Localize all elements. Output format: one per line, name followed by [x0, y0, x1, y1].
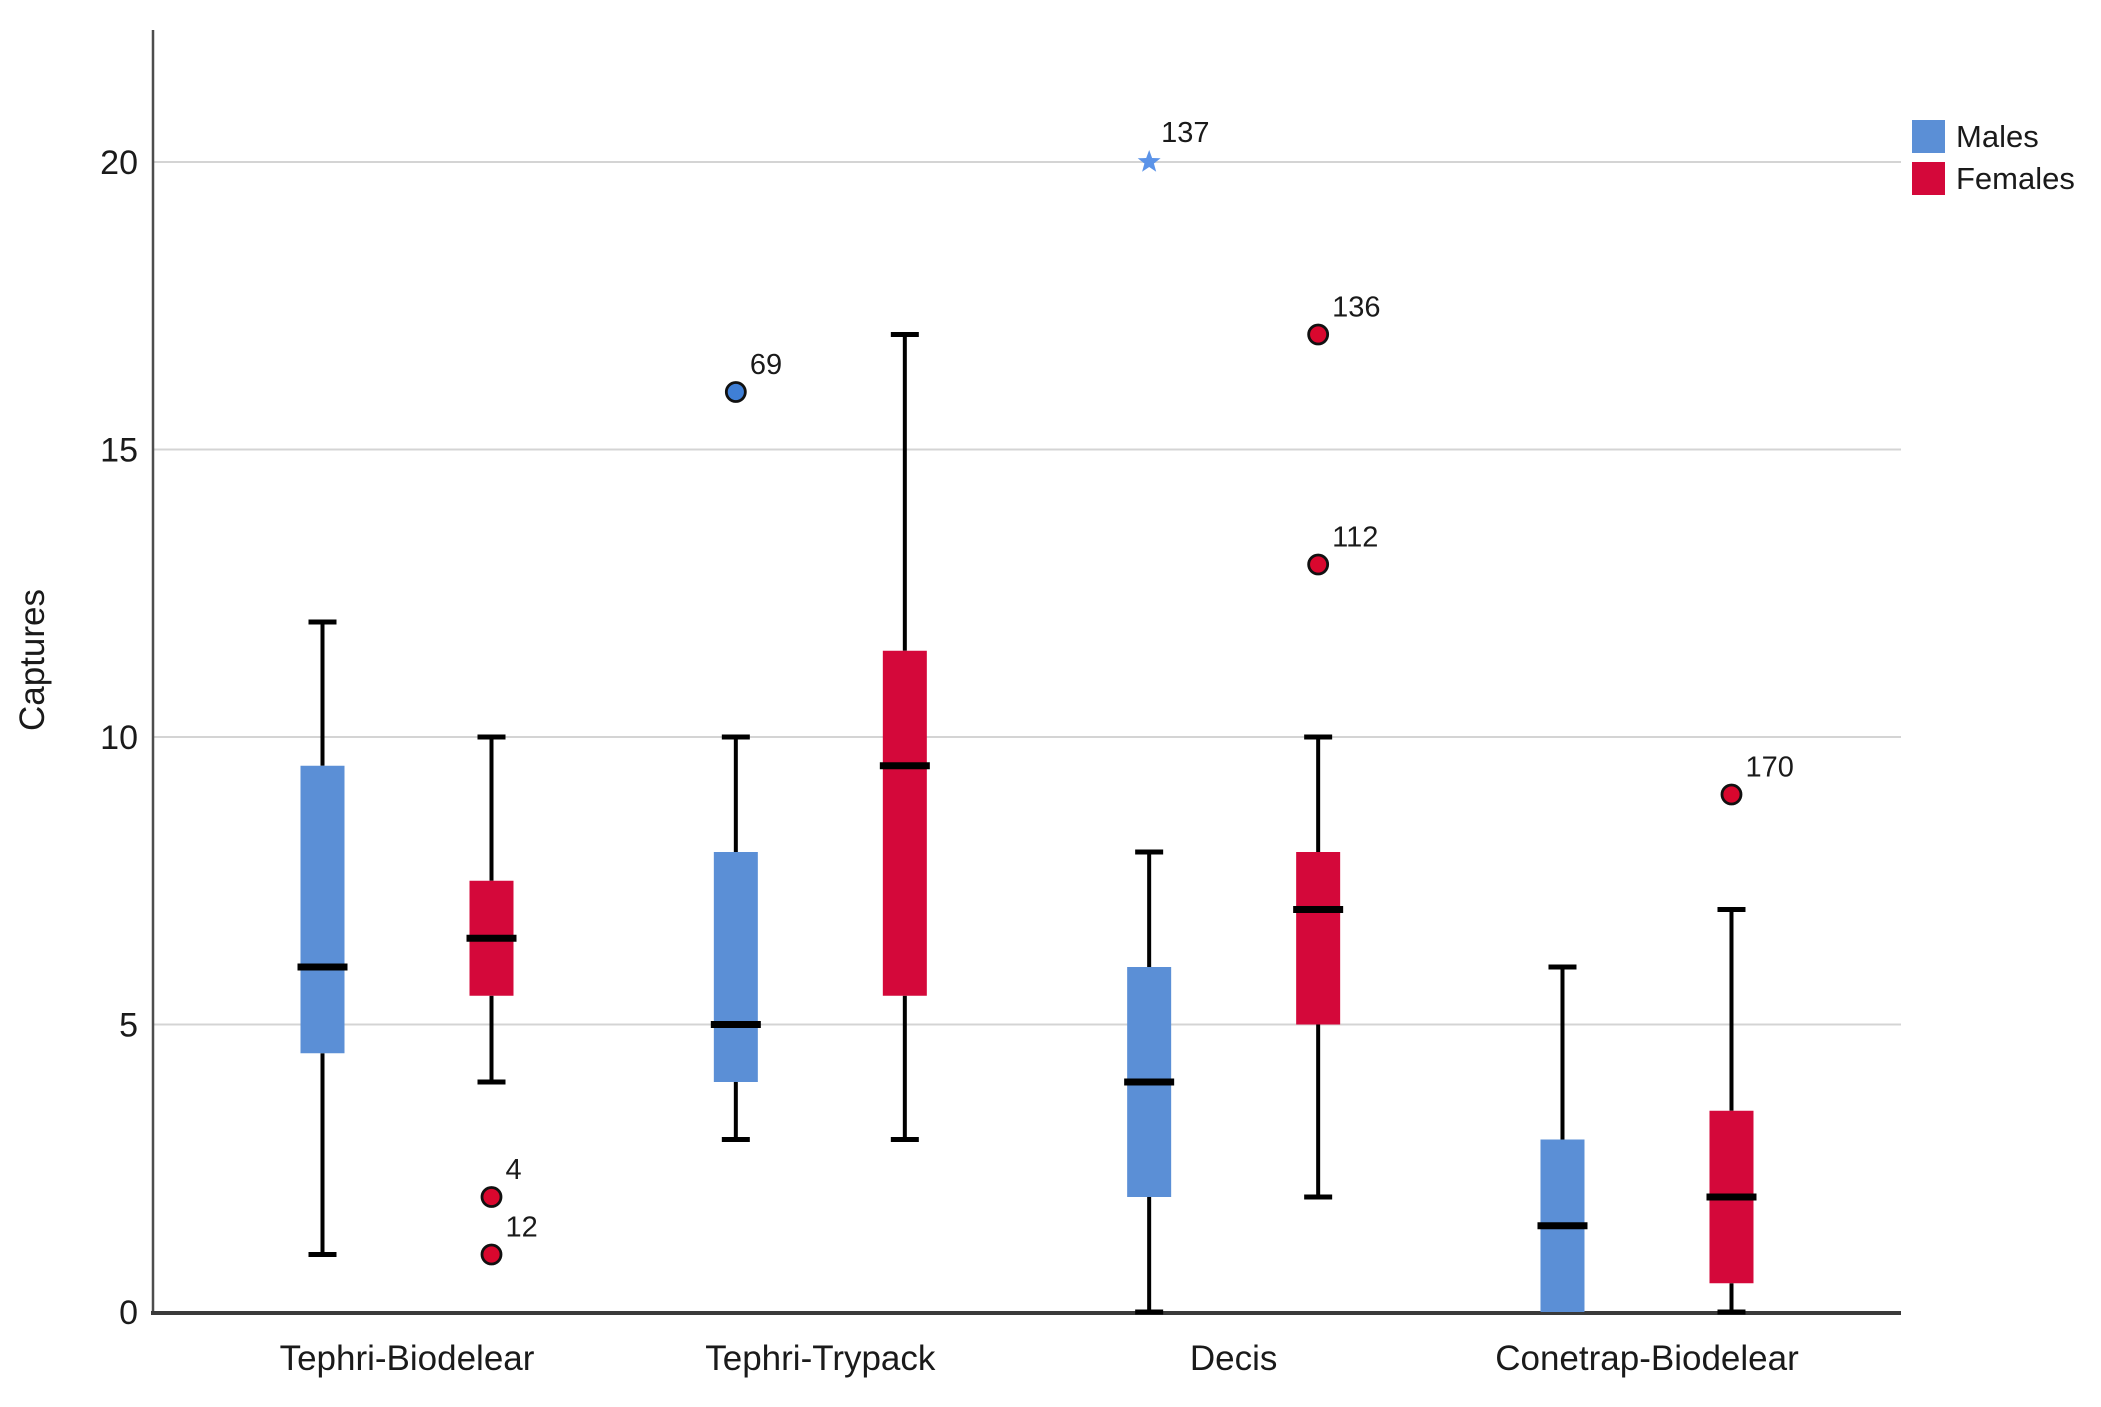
- box-females-tephri-trypack: [882, 650, 927, 996]
- y-tick-label-0: 0: [119, 1294, 138, 1332]
- outlier-dot-females-decis: [1307, 553, 1330, 576]
- legend-label-females: Females: [1956, 161, 2075, 196]
- outlier-label-69: 69: [750, 349, 782, 381]
- outlier-label-137: 137: [1161, 117, 1209, 149]
- outlier-label-112: 112: [1332, 522, 1378, 554]
- x-category-label-1: Tephri-Trypack: [705, 1339, 936, 1378]
- x-category-label-0: Tephri-Biodelear: [280, 1339, 535, 1378]
- outlier-label-170: 170: [1745, 752, 1793, 784]
- legend-label-males: Males: [1956, 119, 2039, 154]
- outlier-dot-females-tephri-biodelear: [480, 1186, 503, 1208]
- legend-swatch-females: [1912, 162, 1945, 195]
- x-category-label-3: Conetrap-Biodelear: [1495, 1339, 1799, 1378]
- outlier-dot-females-tephri-biodelear: [480, 1243, 503, 1266]
- outlier-dot-females-conetrap-biodelear: [1720, 783, 1743, 806]
- y-tick-label-20: 20: [100, 144, 138, 182]
- box-females-decis: [1296, 852, 1341, 1025]
- outlier-dot-males-tephri-trypack: [724, 381, 747, 403]
- legend-swatch-males: [1912, 120, 1945, 153]
- y-tick-label-5: 5: [119, 1007, 138, 1045]
- y-tick-label-10: 10: [100, 719, 138, 757]
- outlier-label-4: 4: [506, 1154, 522, 1186]
- box-males-tephri-trypack: [713, 852, 758, 1082]
- outlier-label-136: 136: [1332, 292, 1380, 324]
- y-axis-title: Captures: [13, 589, 52, 731]
- outlier-label-12: 12: [506, 1212, 538, 1244]
- box-males-tephri-biodelear: [300, 765, 345, 1054]
- outlier-dot-females-decis: [1307, 323, 1330, 346]
- x-category-label-2: Decis: [1190, 1339, 1278, 1378]
- y-tick-label-15: 15: [100, 432, 138, 470]
- extreme-outlier-star-males-decis: [1137, 150, 1161, 172]
